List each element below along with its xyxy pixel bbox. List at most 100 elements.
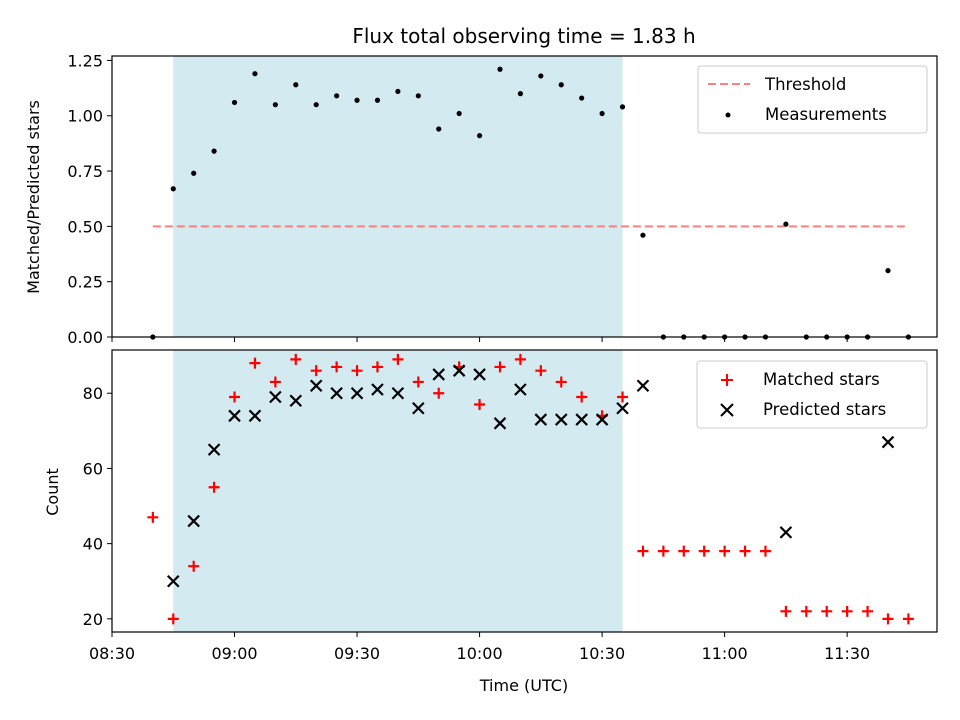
x-tick-label: 09:30 — [334, 644, 380, 663]
predicted-star-point — [473, 368, 486, 381]
measurement-point — [293, 82, 299, 88]
measurement-point — [272, 102, 278, 108]
matched-star-points — [147, 353, 914, 625]
matched-star-point — [269, 376, 281, 388]
measurement-point — [558, 82, 564, 88]
bottom-y-tick-label: 20 — [83, 610, 103, 629]
matched-star-point — [637, 545, 649, 557]
matched-star-point — [494, 361, 506, 373]
predicted-star-point — [493, 417, 507, 430]
predicted-star-point — [289, 394, 303, 408]
top-observing-window — [173, 56, 623, 337]
top-plot-frame — [111, 55, 938, 338]
matched-star-point — [474, 399, 486, 411]
matched-star-point — [535, 365, 547, 377]
matched-star-point — [882, 613, 894, 625]
matched-star-point — [371, 361, 383, 373]
top-y-tick-label: 0.00 — [67, 328, 103, 347]
bottom-y-tick-label: 80 — [83, 384, 103, 403]
matched-star-point — [719, 545, 731, 557]
matched-star-point — [208, 481, 220, 493]
predicted-star-point — [514, 383, 527, 396]
matched-star-point — [392, 353, 404, 365]
top-legend: Threshold Measurements — [697, 65, 928, 134]
measurement-point — [517, 91, 524, 97]
measurement-point — [170, 186, 176, 192]
matched-star-point — [617, 391, 629, 403]
matched-star-point — [433, 387, 445, 399]
top-legend-box — [697, 65, 928, 134]
bottom-panel: 20 40 60 80 08:30 09:00 09:30 10:00 10:30 11:00 1… — [43, 349, 938, 695]
predicted-star-point — [248, 409, 262, 423]
predicted-star-point — [371, 383, 384, 396]
measurement-point — [211, 148, 217, 154]
top-panel: 0.00 0.25 0.50 0.75 1.00 1.25 Matched/Predict… — [24, 51, 938, 347]
x-tick-label: 09:00 — [211, 644, 257, 663]
top-y-tick-label: 0.25 — [67, 273, 103, 292]
predicted-star-point — [452, 364, 466, 377]
matched-star-point — [147, 511, 159, 523]
measurement-point — [885, 268, 891, 274]
bottom-legend: Matched stars Predicted stars — [696, 360, 928, 429]
matched-star-point — [555, 376, 567, 388]
matched-star-point — [310, 365, 322, 377]
measurement-point — [415, 93, 421, 99]
predicted-star-point — [432, 368, 446, 381]
predicted-star-point — [228, 409, 241, 423]
predicted-star-point — [391, 386, 405, 400]
top-y-tick-label: 1.25 — [67, 51, 103, 70]
matched-star-point — [678, 545, 690, 557]
legend-measurements-label: Measurements — [765, 105, 887, 124]
matched-star-point — [657, 545, 669, 557]
measurement-point — [231, 99, 238, 106]
top-y-axis-label: Matched/Predicted stars — [24, 100, 43, 294]
legend-matched-label: Matched stars — [763, 370, 880, 389]
x-tick-label: 11:00 — [702, 644, 748, 663]
matched-star-point — [759, 545, 771, 557]
matched-star-point — [167, 613, 179, 625]
matched-star-point — [862, 605, 874, 617]
measurement-point — [334, 93, 340, 99]
measurement-point — [395, 88, 401, 95]
bottom-y-axis-label: Count — [43, 468, 62, 516]
legend-threshold-label: Threshold — [764, 75, 846, 94]
chart-title: Flux total observing time = 1.83 h — [352, 24, 695, 48]
measurement-points — [150, 66, 912, 340]
legend-predicted-label: Predicted stars — [763, 400, 886, 419]
measurement-point — [476, 133, 483, 139]
predicted-star-point — [595, 413, 609, 426]
predicted-star-point — [779, 526, 793, 539]
x-tick-label: 10:30 — [579, 644, 625, 663]
matched-star-point — [576, 391, 588, 403]
legend-predicted-swatch — [720, 403, 734, 417]
x-tick-label: 08:30 — [89, 644, 135, 663]
top-y-tick-label: 1.00 — [67, 107, 103, 126]
top-y-tick-label: 0.75 — [67, 162, 103, 181]
matched-star-point — [229, 391, 241, 403]
predicted-star-point — [330, 386, 343, 400]
legend-measurements-swatch — [725, 112, 731, 118]
measurement-point — [436, 126, 442, 132]
matched-star-point — [514, 353, 526, 365]
top-x-ticks — [111, 337, 848, 342]
measurement-point — [538, 73, 544, 79]
x-tick-label: 11:30 — [824, 644, 870, 663]
predicted-star-point — [534, 413, 548, 426]
x-axis-label: Time (UTC) — [479, 676, 568, 695]
measurement-point — [313, 102, 319, 108]
matched-star-point — [249, 357, 261, 369]
measurement-point — [191, 170, 197, 176]
bottom-x-axis: 08:30 09:00 09:30 10:00 10:30 11:00 11:30 — [89, 632, 870, 663]
matched-star-point — [188, 560, 200, 572]
measurement-point — [252, 71, 258, 77]
matched-star-point — [698, 545, 710, 557]
measurement-point — [497, 66, 503, 72]
measurement-point — [599, 110, 605, 117]
legend-matched-swatch — [721, 374, 733, 386]
predicted-star-point — [166, 574, 180, 588]
predicted-star-point — [636, 379, 650, 392]
measurement-point — [619, 104, 626, 110]
matched-star-point — [780, 605, 792, 617]
predicted-star-point — [616, 402, 629, 415]
